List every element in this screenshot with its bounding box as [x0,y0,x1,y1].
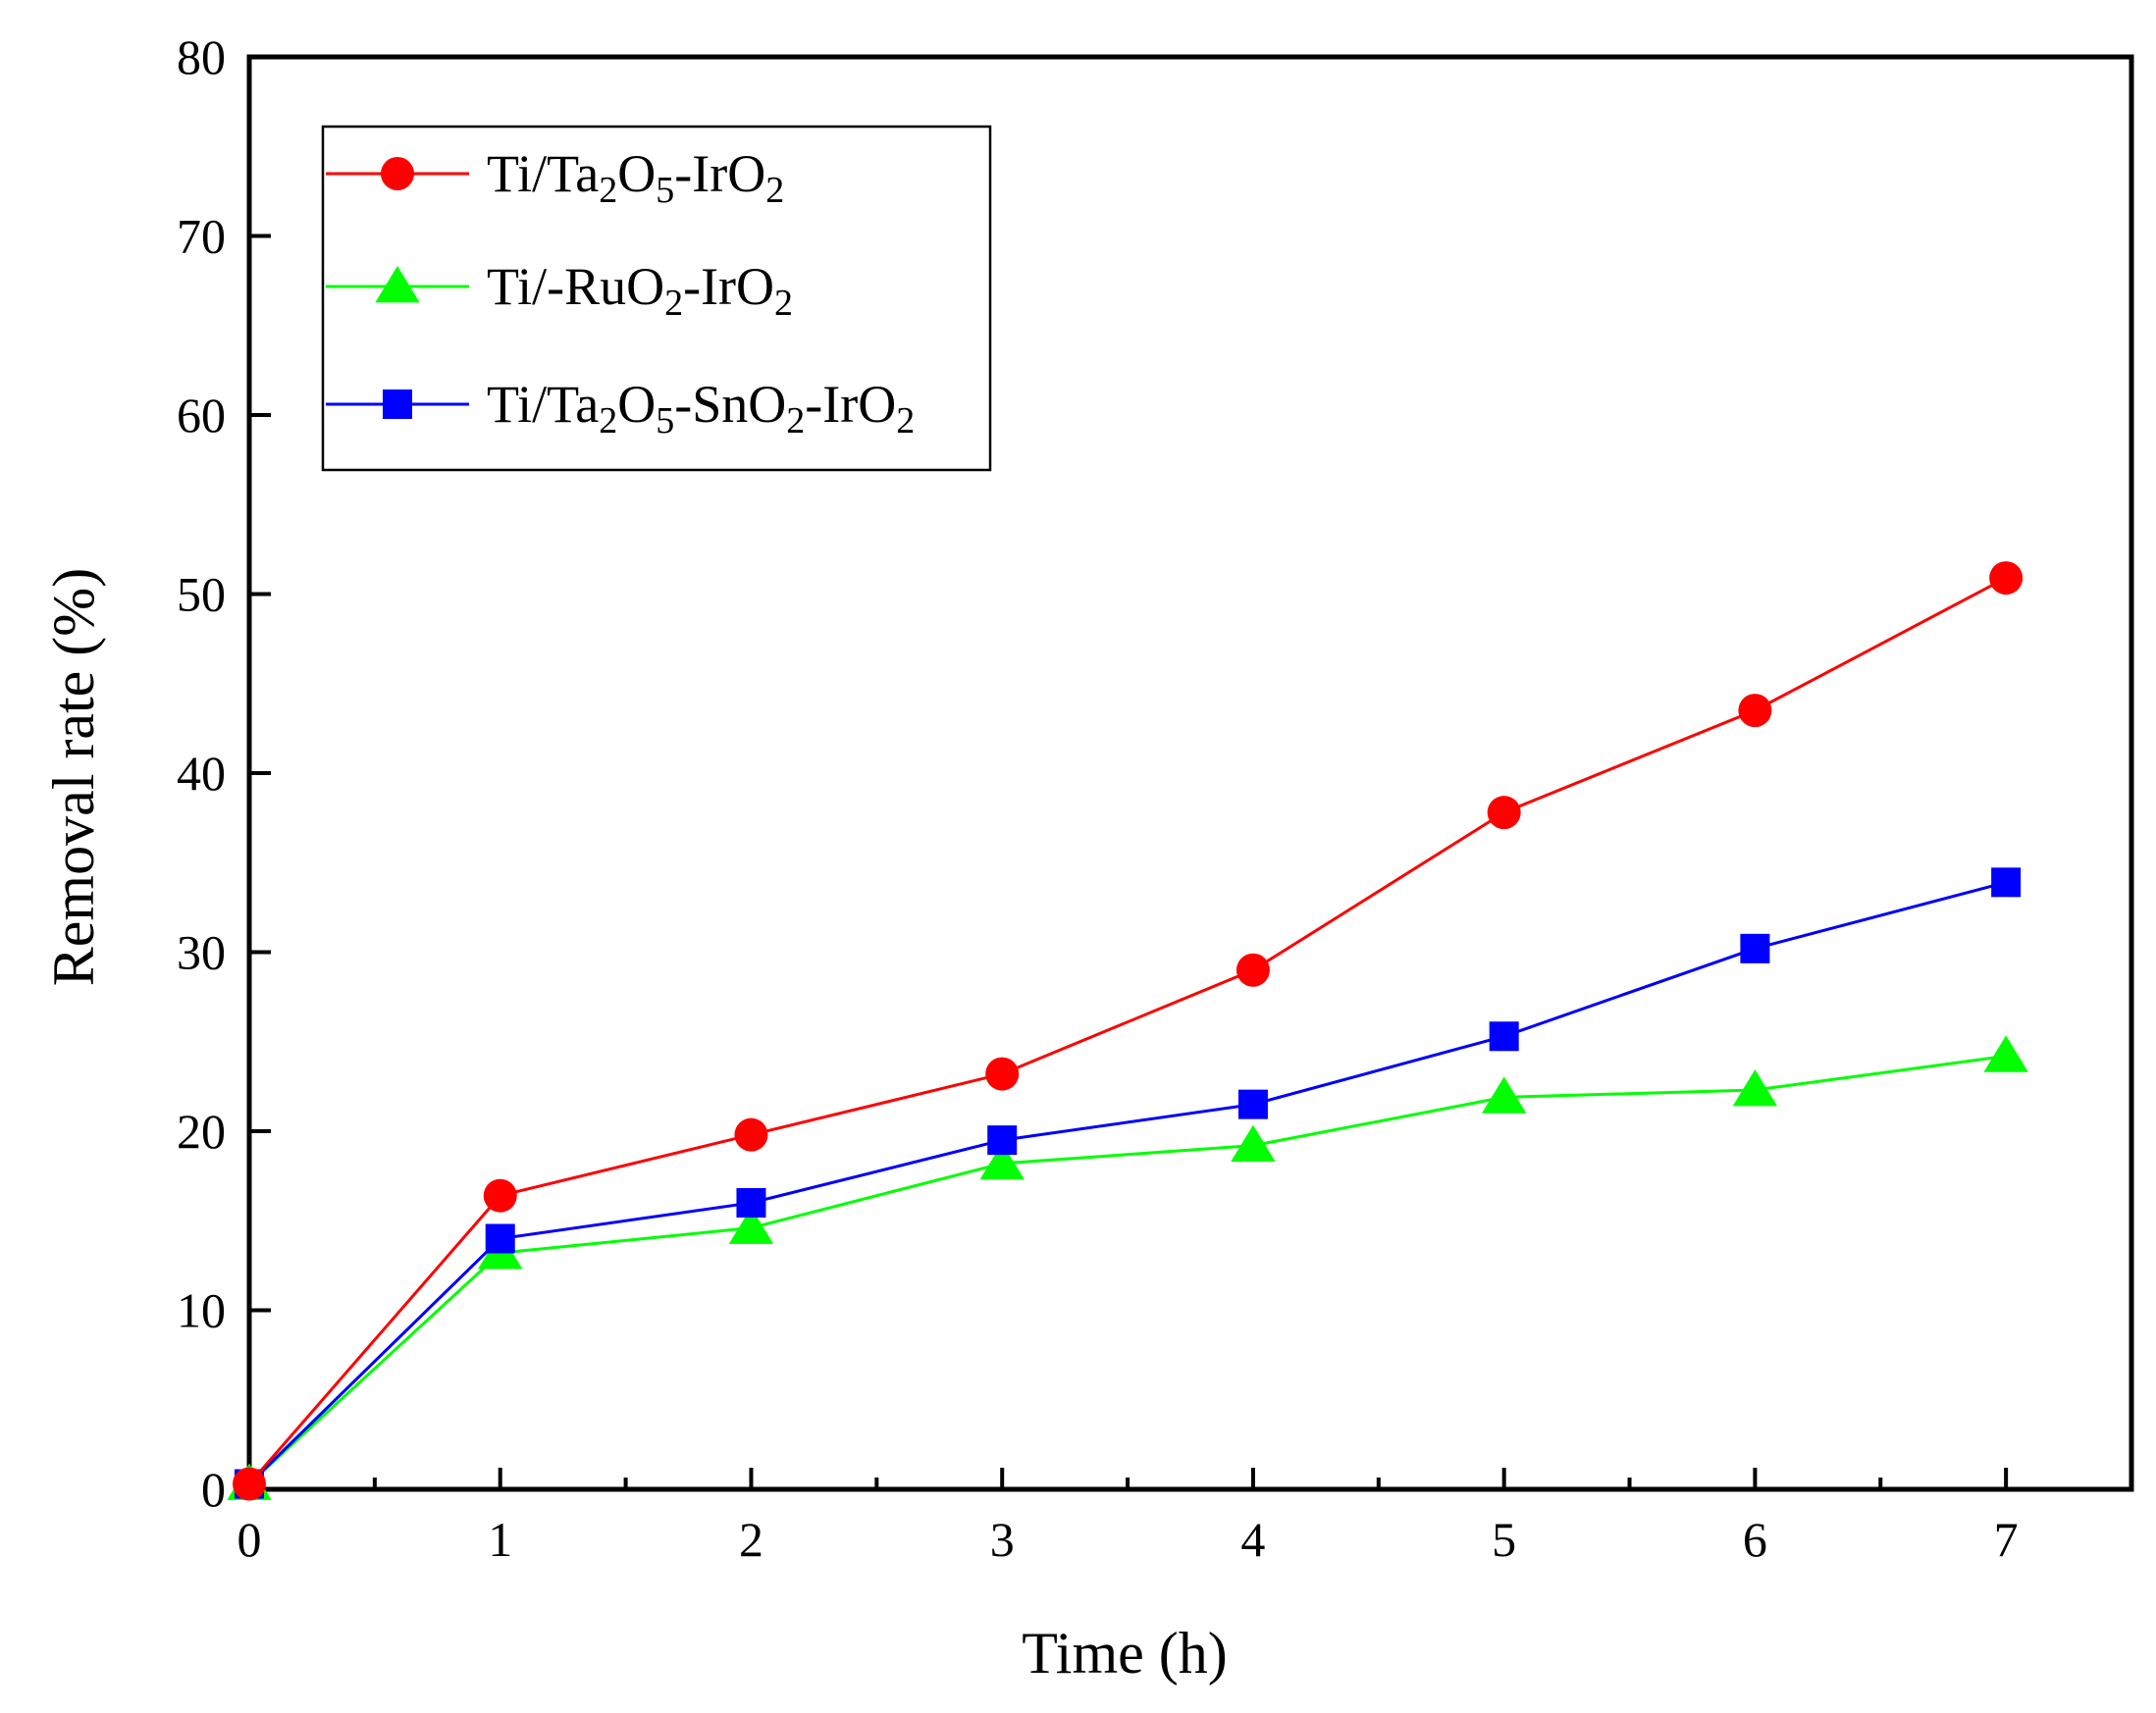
series-2 [235,867,2022,1499]
data-point [1732,1069,1778,1107]
data-point [1991,867,2022,898]
data-point [1989,561,2024,596]
y-tick-label: 70 [177,209,226,264]
data-point [1738,694,1772,728]
series-line [247,880,2007,1485]
series-1 [227,1035,2028,1500]
legend-label: Ti/Ta2O5-IrO2 [487,144,784,211]
x-tick-label: 5 [1492,1512,1516,1567]
legend-entry-0: Ti/Ta2O5-IrO2 [326,144,784,211]
legend-label: Ti/-RuO2-IrO2 [487,257,793,324]
y-tick-label: 50 [177,567,226,622]
legend-entry-1: Ti/-RuO2-IrO2 [326,257,793,324]
data-point [1481,1076,1527,1114]
data-point [987,1125,1018,1156]
data-point [736,1188,766,1218]
y-tick-label: 60 [177,388,226,442]
data-point [1983,1035,2028,1072]
y-tick-label: 80 [177,29,226,84]
x-tick-label: 4 [1240,1512,1265,1567]
data-point [1489,1021,1519,1052]
data-point [985,1057,1020,1091]
x-tick-label: 1 [488,1512,512,1567]
series-0 [233,561,2024,1501]
legend-marker [381,157,414,190]
x-axis-title: Time (h) [1022,1621,1227,1686]
y-tick-label: 40 [177,746,226,801]
y-tick-label: 0 [201,1462,226,1517]
x-tick-label: 7 [1994,1512,2019,1567]
x-axis: 0 1 2 3 4 5 6 7 [237,1468,2019,1567]
data-point [728,1207,774,1244]
data-point [1487,796,1521,830]
data-point [1740,933,1770,963]
legend-entry-2: Ti/Ta2O5-SnO2-IrO2 [326,375,915,441]
legend-label: Ti/Ta2O5-SnO2-IrO2 [487,375,915,441]
y-tick-label: 10 [177,1283,226,1338]
data-point [734,1117,768,1152]
x-tick-label: 0 [237,1512,262,1567]
x-tick-label: 3 [990,1512,1015,1567]
data-point [1237,1089,1268,1119]
x-tick-label: 6 [1743,1512,1767,1567]
y-axis: 0 10 20 30 40 50 60 70 80 [177,29,271,1517]
y-axis-title: Removal rate (%) [41,568,106,986]
legend: Ti/Ta2O5-IrO2 Ti/-RuO2-IrO2 Ti/Ta2O5-SnO2-… [321,125,992,472]
data-point [233,1467,266,1501]
series-line [247,576,2007,1485]
data-point [485,1223,515,1254]
series-layer [227,561,2028,1501]
data-point [1236,953,1270,987]
legend-marker [375,266,420,303]
legend-marker [383,389,412,419]
data-point [1231,1124,1276,1162]
data-point [483,1178,517,1213]
series-line [247,1054,2007,1485]
data-point [979,1142,1025,1180]
y-tick-label: 20 [177,1104,226,1159]
legend-box [321,125,992,472]
y-tick-label: 30 [177,925,226,980]
x-tick-label: 2 [739,1512,763,1567]
